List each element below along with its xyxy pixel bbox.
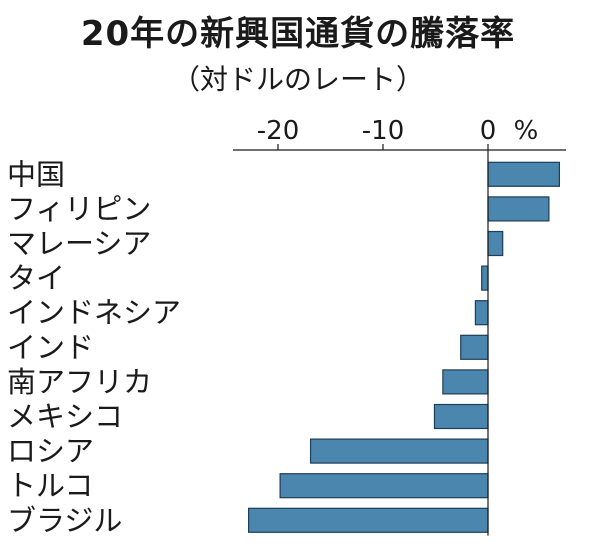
category-label: マレーシア — [7, 227, 151, 261]
category-label: トルコ — [7, 469, 93, 503]
category-label: メキシコ — [7, 400, 123, 434]
category-label: タイ — [7, 261, 65, 295]
unit-label: % — [514, 116, 539, 146]
bar-9 — [309, 438, 489, 464]
bar-6 — [460, 334, 489, 360]
category-label: ブラジル — [7, 503, 122, 537]
category-label: 南アフリカ — [7, 365, 152, 399]
bar-3 — [487, 230, 504, 257]
bar-1 — [487, 161, 561, 187]
chart-title: 20年の新興国通貨の騰落率 — [80, 14, 516, 54]
category-label: 中国 — [7, 157, 65, 191]
bar-4 — [481, 265, 489, 291]
category-label: ロシア — [7, 434, 94, 468]
bar-2 — [487, 196, 550, 222]
chart-subtitle: （対ドルのレート） — [171, 63, 424, 96]
bar-11 — [248, 507, 489, 533]
category-label: フィリピン — [7, 192, 151, 226]
bar-7 — [442, 369, 489, 395]
x-tick-label: -20 — [257, 116, 299, 146]
category-label: インドネシア — [7, 296, 181, 330]
bar-8 — [433, 403, 489, 430]
bar-10 — [279, 473, 489, 499]
category-label: インド — [7, 330, 94, 364]
bar-5 — [474, 300, 489, 326]
x-tick-label: 0 — [480, 116, 497, 146]
x-tick-label: -10 — [362, 116, 404, 146]
